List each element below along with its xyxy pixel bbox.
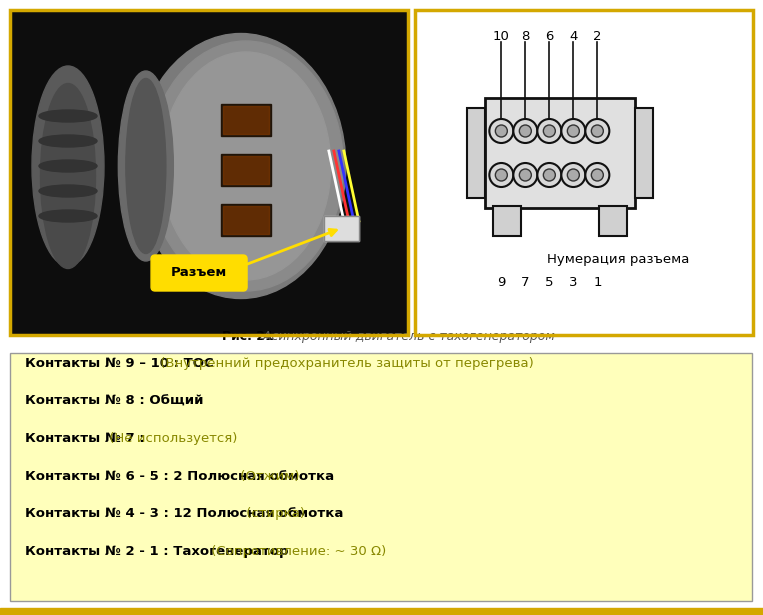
- Text: 8: 8: [521, 30, 530, 43]
- Circle shape: [562, 163, 585, 187]
- FancyBboxPatch shape: [10, 353, 752, 601]
- Text: Разъем: Разъем: [171, 266, 227, 279]
- Circle shape: [585, 119, 610, 143]
- FancyBboxPatch shape: [151, 255, 247, 291]
- Text: 9: 9: [497, 277, 506, 290]
- Bar: [10, 10, 408, 335]
- Text: Нумерация разъема: Нумерация разъема: [546, 253, 689, 266]
- Circle shape: [520, 125, 531, 137]
- Bar: [221, 154, 271, 186]
- Bar: [324, 216, 359, 241]
- Text: (Внутренний предохранитель защиты от перегрева): (Внутренний предохранитель защиты от пер…: [156, 357, 534, 370]
- Ellipse shape: [40, 84, 95, 269]
- Bar: [415, 10, 753, 335]
- Circle shape: [489, 163, 513, 187]
- Text: Контакты № 2 - 1 : Тахогенератор: Контакты № 2 - 1 : Тахогенератор: [25, 545, 288, 558]
- Bar: [415, 10, 753, 335]
- Circle shape: [543, 125, 555, 137]
- Bar: [221, 104, 271, 136]
- Ellipse shape: [148, 41, 343, 291]
- Bar: [223, 156, 269, 184]
- Text: 10: 10: [493, 30, 510, 43]
- Text: 7: 7: [521, 277, 530, 290]
- Bar: [0, 608, 763, 615]
- Bar: [10, 10, 408, 335]
- Circle shape: [495, 169, 507, 181]
- Bar: [223, 206, 269, 234]
- Bar: [221, 204, 271, 236]
- Text: Контакты № 8 : Общий: Контакты № 8 : Общий: [25, 395, 204, 408]
- Text: Контакты № 6 - 5 : 2 Полюсная обмотка: Контакты № 6 - 5 : 2 Полюсная обмотка: [25, 470, 334, 483]
- Bar: [468, 108, 485, 198]
- Ellipse shape: [161, 52, 331, 280]
- Text: Асинхронный двигатель с тахогенератором: Асинхронный двигатель с тахогенератором: [259, 330, 555, 343]
- Ellipse shape: [32, 66, 104, 266]
- Ellipse shape: [39, 135, 97, 147]
- Circle shape: [562, 119, 585, 143]
- Text: Контакты № 4 - 3 : 12 Полюсная обмотка: Контакты № 4 - 3 : 12 Полюсная обмотка: [25, 507, 343, 520]
- Circle shape: [537, 163, 562, 187]
- Text: 5: 5: [545, 277, 554, 290]
- Text: (Отжим): (Отжим): [236, 470, 299, 483]
- Text: Контакты № 7 :: Контакты № 7 :: [25, 432, 145, 445]
- Text: 6: 6: [545, 30, 553, 43]
- Circle shape: [513, 163, 537, 187]
- Text: 1: 1: [593, 277, 601, 290]
- Circle shape: [520, 169, 531, 181]
- Text: Рис. 21: Рис. 21: [222, 330, 274, 343]
- Ellipse shape: [136, 33, 346, 298]
- Text: (Не используется): (Не используется): [105, 432, 237, 445]
- Bar: [636, 108, 653, 198]
- Circle shape: [568, 125, 579, 137]
- Circle shape: [591, 125, 604, 137]
- Circle shape: [489, 119, 513, 143]
- Text: Контакты № 9 – 10 : ТОС: Контакты № 9 – 10 : ТОС: [25, 357, 214, 370]
- Ellipse shape: [39, 160, 97, 172]
- Circle shape: [568, 169, 579, 181]
- Bar: [600, 206, 627, 236]
- Circle shape: [543, 169, 555, 181]
- Text: (Сопротивление: ~ 30 Ω): (Сопротивление: ~ 30 Ω): [208, 545, 387, 558]
- Circle shape: [537, 119, 562, 143]
- Ellipse shape: [39, 110, 97, 122]
- Circle shape: [585, 163, 610, 187]
- Bar: [494, 206, 521, 236]
- Bar: [324, 216, 359, 241]
- Ellipse shape: [118, 71, 173, 261]
- Text: 3: 3: [569, 277, 578, 290]
- Bar: [223, 106, 269, 134]
- Text: 4: 4: [569, 30, 578, 43]
- Ellipse shape: [39, 185, 97, 197]
- Ellipse shape: [126, 79, 166, 253]
- Text: (стирка): (стирка): [242, 507, 304, 520]
- Circle shape: [591, 169, 604, 181]
- Bar: [485, 98, 636, 208]
- Circle shape: [495, 125, 507, 137]
- Circle shape: [513, 119, 537, 143]
- Ellipse shape: [39, 210, 97, 222]
- Text: 2: 2: [593, 30, 601, 43]
